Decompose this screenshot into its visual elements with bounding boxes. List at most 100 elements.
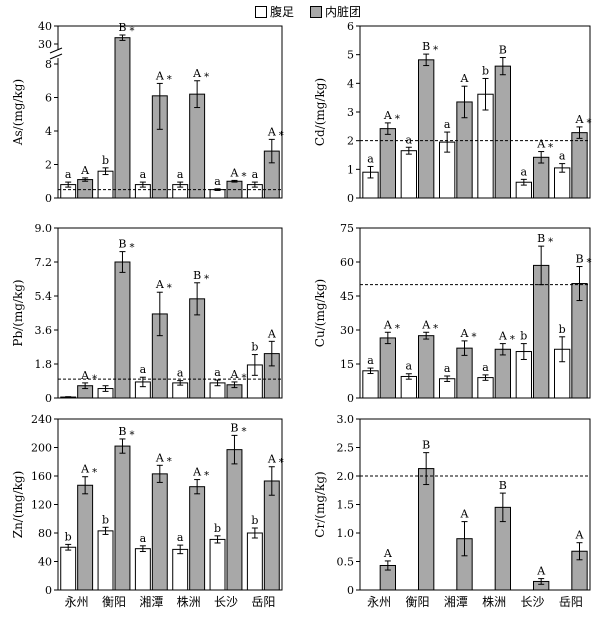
significance-label: A [80,369,90,382]
significance-label: A [460,72,470,85]
significance-label: a [65,168,72,181]
bar-zn-viscera-4 [226,449,243,591]
significance-star: * [204,72,209,83]
significance-label: A [536,138,546,151]
significance-label: a [367,152,374,165]
significance-label: a [177,168,184,181]
significance-label: b [102,513,109,526]
bar-zn-foot-0 [60,546,77,591]
significance-label: A [536,565,546,578]
bar-as-viscera-0 [77,179,94,199]
y-tick-label: 30 [38,38,52,51]
significance-label: B [499,479,507,492]
legend-swatch-foot [255,5,267,18]
bar-zn-viscera-0 [77,484,94,591]
bar-cd-viscera-1 [418,59,435,199]
y-tick-label: 4 [45,125,52,138]
significance-label: a [559,150,566,163]
y-axis-label: Cu/(mg/kg) [313,279,327,347]
y-tick-label: 40 [38,20,52,33]
significance-label: A [383,547,393,560]
bar-zn-foot-1 [97,530,114,591]
y-tick-label: 7.2 [35,256,53,269]
significance-star: * [92,468,97,479]
axis-break-mark [49,53,63,60]
significance-star: * [433,45,438,56]
significance-label: A [383,318,393,331]
legend: 腹足 内脏团 [0,0,614,20]
x-category-label: 株洲 [482,594,506,609]
y-tick-label: 15 [340,358,354,371]
x-category-label: 长沙 [214,595,238,609]
significance-star: * [167,456,172,467]
significance-label: b [65,530,72,543]
legend-label-viscera: 内脏团 [325,5,362,19]
significance-star: * [129,26,134,37]
y-tick-label: 2.0 [337,470,355,483]
bar-zn-viscera-3 [189,486,206,591]
significance-star: * [548,237,553,248]
significance-label: B [118,425,126,438]
y-tick-label: 0 [347,584,354,597]
y-tick-label: 6 [45,92,52,105]
chart-cr: 0 0.5 1.0 1.5 2.0 2.5 3.0 Cr/(mg/kg) A B A B A A 永州 衡阳 湘… [313,413,591,609]
bar-zn-viscera-5 [263,480,280,591]
significance-star: * [433,323,438,334]
significance-label: A [498,330,508,343]
y-tick-label: 1.0 [337,527,355,540]
significance-label: A [267,327,277,340]
significance-label: a [367,354,374,367]
significance-label: A [80,164,90,177]
legend-item-viscera: 内脏团 [310,3,361,20]
significance-label: b [214,522,221,535]
y-tick-label: 1.8 [35,358,53,371]
significance-star: * [587,118,592,129]
y-tick-label: 80 [38,527,52,540]
significance-label: a [214,366,221,379]
y-tick-label: 3.0 [337,413,355,426]
bar-zn-foot-4 [209,538,226,591]
axis-break-gap [50,50,64,58]
bar-cu-viscera-3 [494,348,511,399]
significance-label: A [155,69,165,82]
y-tick-label: 2.5 [337,442,355,455]
significance-star: * [241,171,246,182]
bar-cu-viscera-1 [418,335,435,399]
significance-label: B [118,238,126,251]
significance-star: * [241,426,246,437]
bar-cu-foot-0 [362,370,379,399]
bar-as-viscera-1 [114,37,131,199]
significance-label: a [140,532,147,545]
significance-label: B [499,44,507,57]
significance-label: b [102,154,109,167]
y-tick-label: 45 [340,290,354,303]
plot-frame [359,418,591,591]
significance-star: * [204,471,209,482]
significance-star: * [241,373,246,384]
significance-label: A [575,529,585,542]
bar-cd-viscera-3 [494,65,511,199]
y-tick-label: 160 [31,470,52,483]
y-tick-label: 4 [347,77,354,90]
significance-label: A [383,109,393,122]
significance-label: a [482,361,489,374]
y-tick-label: 40 [38,556,52,569]
significance-star: * [129,243,134,254]
significance-label: A [460,327,470,340]
plot-frame [359,227,591,399]
significance-label: A [229,368,239,381]
significance-star: * [279,458,284,469]
significance-label: B [575,253,583,266]
y-tick-label: 5.4 [35,290,53,303]
significance-star: * [510,335,515,346]
bar-cu-foot-1 [400,375,417,399]
significance-label: A [267,453,277,466]
y-tick-label: 1.5 [337,499,355,512]
significance-star: * [129,430,134,441]
y-tick-label: 60 [340,256,354,269]
significance-label: b [251,341,258,354]
significance-label: a [214,175,221,188]
